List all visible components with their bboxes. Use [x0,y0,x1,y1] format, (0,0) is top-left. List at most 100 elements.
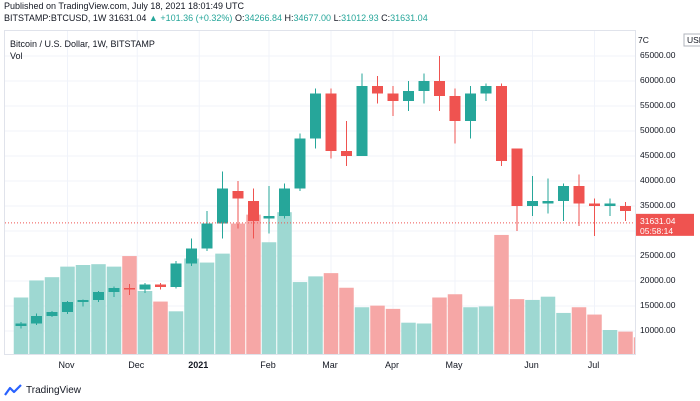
candle-body[interactable] [403,91,414,101]
candle-body[interactable] [387,93,399,102]
candle-body[interactable] [449,96,461,121]
price-tick-label: 20000.00 [640,275,676,285]
brand-label[interactable]: TradingView [26,384,82,396]
candle-body[interactable] [77,300,89,302]
volume-bar [246,214,261,354]
symbol-label: BITSTAMP:BTCUSD, 1W [4,13,107,23]
candle-body[interactable] [248,201,259,221]
volume-bar [106,266,122,354]
open-value: 34266.84 [244,13,282,23]
candle-body[interactable] [46,312,58,316]
candle-body[interactable] [418,81,430,91]
price-tag-value: 31631.04 [640,216,676,226]
candle-body[interactable] [558,186,569,201]
time-tick-label: Jun [524,360,539,370]
volume-bar [556,312,571,354]
time-tick-label: Feb [260,360,276,370]
time-tick-label: Mar [322,360,338,370]
candle-body[interactable] [124,288,135,290]
candle-body[interactable] [434,81,445,96]
candle-body[interactable] [279,188,290,217]
published-text: Published on TradingView.com, July 18, 2… [4,1,244,11]
candle-body[interactable] [15,323,27,327]
volume-bar [370,305,385,354]
volume-bar [199,262,215,354]
time-tick-label: 2021 [188,360,208,370]
price-axis-svg: USD 7C10000.0015000.0020000.0025000.0030… [636,33,700,335]
candle-body[interactable] [294,138,306,189]
candle-body[interactable] [62,302,73,312]
volume-bar [602,330,618,354]
candle-body[interactable] [232,191,244,199]
candle-body[interactable] [372,86,383,94]
volume-bar [122,256,137,354]
candle-body[interactable] [170,263,182,288]
volume-bar [509,299,525,354]
volume-bar [184,258,199,354]
time-axis[interactable]: Nov Dec 2021 Feb Mar Apr May Jun Jul [4,355,636,375]
candle-body[interactable] [527,201,538,206]
candle-body[interactable] [341,151,352,156]
volume-bar [153,301,168,354]
chart-legend: Bitcoin / U.S. Dollar, 1W, BITSTAMP Vol [10,38,155,62]
high-value: 34677.00 [293,13,332,23]
volume-bar [354,307,370,354]
candle-body[interactable] [263,216,275,219]
candle-body[interactable] [465,93,476,122]
currency-box[interactable] [683,33,700,47]
tradingview-logo-icon [4,384,22,396]
volume-bar [401,322,416,354]
price-tick-label: 40000.00 [640,175,676,185]
price-tick-label: 50000.00 [640,125,676,135]
candle-body[interactable] [186,248,197,264]
volume-bar [571,307,587,354]
candle-body[interactable] [108,288,120,292]
volume-bar [339,287,354,354]
last-price: 31631.04 [108,13,147,23]
candle-body[interactable] [511,148,523,207]
price-axis[interactable]: USD 7C10000.0015000.0020000.0025000.0030… [636,30,700,355]
volume-bar [494,234,509,354]
price-tick-label: 35000.00 [640,200,676,210]
price-tick-label: 10000.00 [640,325,676,335]
candle-body[interactable] [589,203,600,207]
volume-bar [277,212,292,354]
candle-body[interactable] [542,201,554,204]
volume-bar [385,308,401,354]
price-tick-label: 65000.00 [640,50,676,60]
chart-pane[interactable] [4,30,636,355]
volume-bar [432,297,447,354]
candle-body[interactable] [139,284,151,290]
price-tick-label: 60000.00 [640,75,676,85]
candlestick-chart[interactable] [5,31,636,355]
candle-body[interactable] [356,86,368,156]
open-label: O: [234,13,245,23]
high-label: H: [284,13,294,23]
time-tick-label: Nov [58,360,75,370]
price-tick-label: 45000.00 [640,150,676,160]
triangle-up-icon: ▲ [148,13,158,23]
volume-bar [478,306,494,354]
currency-label[interactable]: USD [687,35,700,45]
candle-body[interactable] [620,206,631,211]
candle-body[interactable] [155,284,166,288]
candle-body[interactable] [217,188,228,224]
candle-body[interactable] [201,223,213,249]
close-label: C: [381,13,391,23]
candle-body[interactable] [573,186,585,204]
footer[interactable]: TradingView [4,381,81,399]
price-tick-label: 25000.00 [640,250,676,260]
volume-bar [525,299,540,354]
candle-body[interactable] [310,93,321,139]
candle-body[interactable] [496,86,507,161]
candle-body[interactable] [93,292,104,300]
candle-body[interactable] [325,93,337,152]
time-axis-svg: Nov Dec 2021 Feb Mar Apr May Jun Jul [58,360,600,370]
candle-body[interactable] [604,203,616,207]
time-tick-label: Jul [588,360,600,370]
volume-bar [261,242,277,354]
volume-bar [215,253,230,354]
time-tick-label: Dec [128,360,145,370]
candle-body[interactable] [480,86,492,94]
candle-body[interactable] [31,316,42,324]
